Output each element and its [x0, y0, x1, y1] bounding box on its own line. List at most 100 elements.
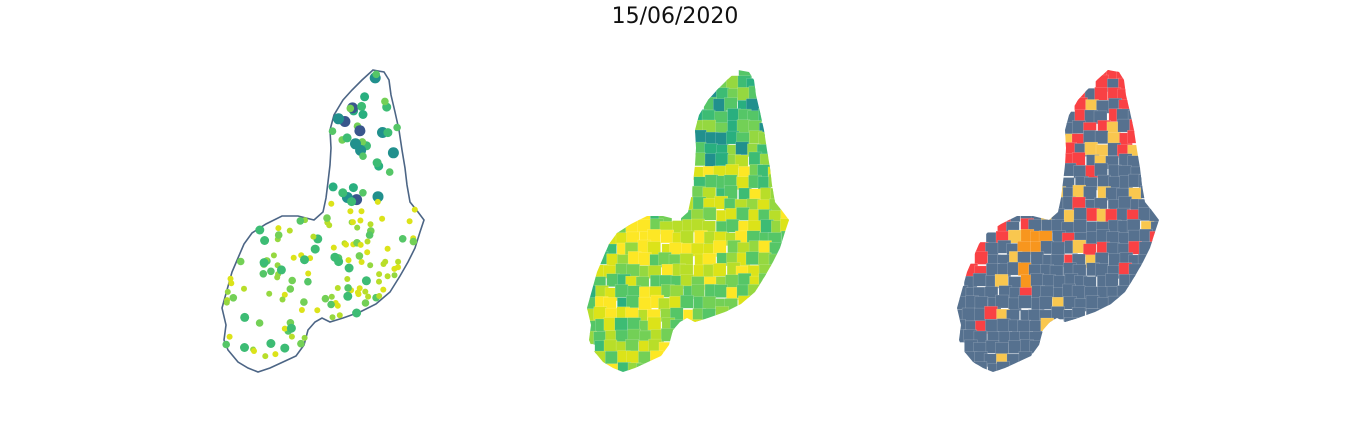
municipality-point — [229, 294, 238, 302]
municipality-area — [738, 295, 752, 309]
municipality-area — [1105, 273, 1119, 287]
panel-points-map — [221, 69, 425, 373]
municipality-area — [1084, 141, 1098, 156]
municipality-point — [372, 70, 381, 79]
panel-choropleth-map — [587, 70, 789, 372]
municipality-point — [286, 323, 296, 333]
municipality-area — [1138, 241, 1153, 256]
municipality-area — [714, 110, 728, 125]
municipality-point — [321, 294, 330, 303]
municipality-point — [274, 231, 283, 239]
municipality-area — [1149, 208, 1159, 222]
municipality-point — [270, 252, 277, 259]
municipality-area — [1083, 130, 1097, 144]
municipality-area — [1073, 219, 1087, 233]
municipality-area — [715, 306, 729, 320]
municipality-point — [275, 225, 282, 232]
municipality-area — [1018, 351, 1033, 365]
municipality-area — [736, 207, 750, 221]
municipality-point — [272, 351, 279, 358]
municipality-point — [379, 215, 386, 222]
municipality-area — [736, 176, 750, 190]
municipality-area — [1030, 251, 1045, 266]
municipality-area — [1030, 273, 1044, 287]
municipality-fills — [587, 70, 789, 372]
municipality-point — [330, 244, 337, 251]
municipality-point — [260, 236, 270, 245]
municipality-area — [1140, 185, 1155, 199]
municipality-area — [961, 307, 976, 322]
municipality-area — [1038, 296, 1053, 310]
municipality-point — [336, 312, 343, 319]
municipality-area — [745, 251, 760, 265]
municipality-area — [605, 351, 619, 365]
municipality-area — [638, 252, 652, 266]
municipality-point — [357, 217, 364, 224]
municipality-point — [330, 252, 340, 262]
municipality-area — [747, 284, 762, 298]
municipality-area — [1006, 208, 1021, 222]
municipality-point — [411, 206, 418, 213]
municipality-point — [393, 123, 401, 132]
municipality-area — [1116, 70, 1130, 80]
municipality-area — [614, 317, 628, 331]
municipality-point — [326, 222, 333, 229]
municipality-point — [359, 152, 367, 160]
municipality-point — [372, 191, 384, 203]
municipality-point — [359, 189, 367, 197]
municipality-point — [224, 288, 231, 295]
municipality-point — [385, 168, 394, 176]
municipality-point — [259, 270, 268, 278]
municipality-point — [228, 280, 235, 287]
municipality-point — [240, 343, 249, 352]
municipality-area — [973, 361, 988, 372]
municipality-area — [1094, 162, 1108, 177]
municipality-area — [1051, 306, 1065, 320]
municipality-area — [714, 284, 728, 298]
municipality-area — [972, 273, 987, 287]
municipality-point — [255, 225, 265, 235]
municipality-point — [327, 300, 335, 309]
municipality-point — [391, 272, 398, 279]
municipality-area — [660, 229, 674, 244]
municipality-area — [626, 350, 640, 365]
municipality-point — [314, 307, 321, 314]
municipality-point — [376, 271, 383, 278]
municipality-area — [994, 274, 1009, 288]
municipality-point — [333, 113, 344, 125]
municipality-point — [364, 249, 371, 256]
municipality-point — [346, 104, 355, 113]
municipality-point — [251, 348, 257, 354]
municipality-area — [594, 251, 609, 265]
municipality-point — [367, 221, 374, 228]
municipality-area — [781, 230, 789, 245]
municipality-point — [354, 224, 361, 231]
municipality-area — [647, 316, 662, 331]
municipality-area — [638, 296, 652, 311]
municipality-point — [334, 302, 341, 309]
municipality-area — [1095, 74, 1109, 89]
municipality-area — [1129, 274, 1143, 288]
municipality-point — [383, 128, 393, 138]
municipality-area — [605, 363, 619, 372]
municipality-point — [376, 293, 383, 299]
municipality-point — [361, 299, 370, 307]
municipality-area — [1040, 317, 1054, 332]
municipality-area — [627, 317, 641, 331]
municipality-point — [300, 298, 308, 306]
municipality-point — [304, 277, 312, 286]
municipality-point — [300, 255, 309, 265]
municipality-area — [1094, 86, 1108, 101]
municipality-point — [395, 258, 402, 265]
municipality-area — [758, 131, 772, 146]
municipality-point — [298, 307, 305, 313]
municipality-area — [680, 196, 694, 211]
municipality-point — [240, 312, 250, 322]
municipality-point — [276, 265, 286, 275]
municipality-area — [758, 273, 773, 287]
municipality-point — [222, 340, 230, 349]
municipality-point — [362, 288, 369, 295]
municipality-point — [296, 217, 305, 225]
municipality-area — [712, 263, 727, 277]
municipality-point — [286, 227, 293, 234]
